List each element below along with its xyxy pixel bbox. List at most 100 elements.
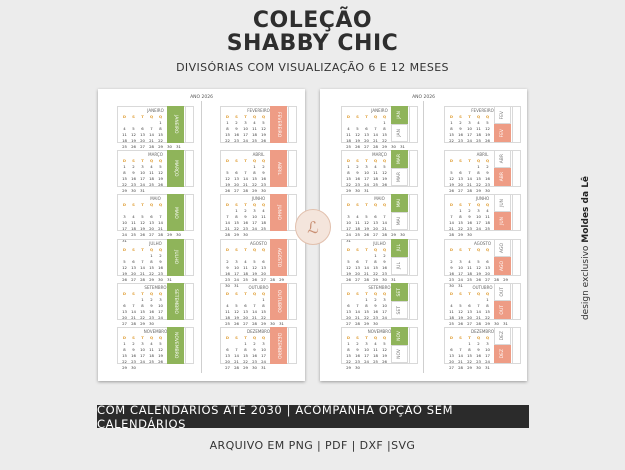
blank-day: [223, 164, 232, 169]
divider-tab[interactable]: MAR: [391, 150, 408, 168]
banner-text: COM CALENDÁRIOS ATÉ 2030 | ACOMPANHA OPÇ…: [97, 402, 454, 431]
divider-tab[interactable]: NOV: [391, 345, 408, 363]
divider-tab[interactable]: NOVEMBRO: [167, 327, 184, 364]
day-number: 20: [140, 138, 145, 143]
day-number: 19: [346, 271, 351, 276]
day-number: 29: [346, 188, 351, 193]
divider-tab[interactable]: AGOSTO: [270, 239, 287, 276]
day-number: 11: [373, 347, 378, 352]
divider-tab[interactable]: ABR: [494, 150, 511, 168]
day-number: 27: [261, 277, 266, 282]
divider-tab[interactable]: AGO: [494, 239, 511, 257]
day-number: 1: [486, 297, 489, 302]
day-number: 8: [235, 214, 238, 219]
blank-day: [362, 253, 371, 258]
weekday-label: D: [346, 335, 351, 340]
day-number: 22: [476, 182, 481, 187]
day-number: 12: [382, 347, 387, 352]
divider-tab[interactable]: ABRIL: [270, 150, 287, 187]
day-number: 3: [235, 259, 238, 264]
day-number: 11: [252, 126, 257, 131]
divider-tab[interactable]: SETEMBRO: [167, 283, 184, 320]
day-number: 10: [261, 347, 266, 352]
divider-tab[interactable]: NOV: [391, 327, 408, 345]
day-number: 12: [458, 309, 463, 314]
divider-tab[interactable]: SET: [391, 301, 408, 319]
divider-tab[interactable]: OUTUBRO: [270, 283, 287, 320]
day-number: 26: [158, 359, 163, 364]
divider-tab[interactable]: FEV: [494, 106, 511, 124]
divider-tab[interactable]: DEZ: [494, 327, 511, 345]
blank-day: [259, 253, 268, 258]
blank-day: [465, 253, 474, 258]
day-number: 25: [131, 232, 136, 237]
day-number: 6: [365, 126, 368, 131]
divider-tab[interactable]: MAI: [391, 212, 408, 230]
day-number: 30: [355, 365, 360, 370]
day-number: 16: [158, 265, 163, 270]
divider-tab[interactable]: JAN: [391, 124, 408, 142]
day-number: 22: [140, 315, 145, 320]
divider-tab[interactable]: MARÇO: [167, 150, 184, 187]
weekday-label: Q: [158, 335, 163, 340]
day-number: 15: [252, 176, 257, 181]
day-number: 25: [122, 144, 127, 149]
day-number: 18: [252, 132, 257, 137]
divider-tab[interactable]: JUL: [391, 257, 408, 275]
day-number: 25: [355, 232, 360, 237]
weekday-label: Q: [261, 114, 266, 119]
weekday-label: S: [235, 158, 238, 163]
month-cell: JANEIRODSTQQSS12345678910111213141516171…: [117, 106, 194, 149]
day-number: 10: [458, 265, 463, 270]
divider-tab[interactable]: JANEIRO: [167, 106, 184, 143]
day-number: 14: [476, 309, 481, 314]
divider-tab[interactable]: MAR: [391, 168, 408, 186]
divider-tab-blank: [409, 327, 418, 364]
weekday-label: Q: [476, 335, 481, 340]
divider-tab[interactable]: JUN: [494, 194, 511, 212]
divider-tab[interactable]: JAN: [391, 106, 408, 124]
day-number: 2: [374, 297, 377, 302]
day-number: 24: [140, 359, 145, 364]
divider-tab[interactable]: FEV: [494, 124, 511, 142]
divider-tab-label: AGO: [500, 242, 505, 254]
divider-tab[interactable]: MAI: [391, 194, 408, 212]
divider-tab[interactable]: DEZ: [494, 345, 511, 363]
divider-tab[interactable]: JUN: [494, 212, 511, 230]
day-number: 4: [486, 208, 489, 213]
day-number: 19: [382, 176, 387, 181]
divider-tab[interactable]: MAIO: [167, 194, 184, 231]
day-number: 23: [131, 182, 136, 187]
day-number: 14: [252, 309, 257, 314]
planner-page-12-months: ANO 2026 JANEIRODSTQQSS12345678910111213…: [320, 89, 527, 381]
divider-tab[interactable]: AGO: [494, 257, 511, 275]
day-number: 12: [234, 309, 239, 314]
day-number: 1: [450, 120, 453, 125]
divider-tab[interactable]: ABR: [494, 168, 511, 186]
weekday-label: Q: [382, 335, 387, 340]
day-number: 7: [150, 126, 153, 131]
divider-tab[interactable]: JUNHO: [270, 194, 287, 231]
day-number: 2: [450, 259, 453, 264]
divider-tab-label: ABR: [500, 172, 505, 182]
divider-tab[interactable]: JULHO: [167, 239, 184, 276]
day-number: 27: [225, 365, 230, 370]
day-number: 24: [252, 226, 257, 231]
divider-tab-blank: [409, 194, 418, 231]
day-number: 24: [140, 182, 145, 187]
divider-tab-label: OUT: [500, 287, 505, 297]
blank-day: [465, 164, 474, 169]
month-name: DEZEMBRO: [247, 329, 270, 334]
day-number: 2: [235, 120, 238, 125]
divider-tab-blank: [409, 150, 418, 187]
divider-tab[interactable]: OUT: [494, 283, 511, 301]
weekday-label: T: [244, 114, 247, 119]
divider-tab[interactable]: FEVEREIRO: [270, 106, 287, 143]
divider-tab[interactable]: SET: [391, 283, 408, 301]
divider-tab[interactable]: OUT: [494, 301, 511, 319]
day-number: 8: [226, 126, 229, 131]
divider-tab[interactable]: DEZEMBRO: [270, 327, 287, 364]
weekday-label: T: [141, 158, 144, 163]
day-number: 11: [225, 309, 230, 314]
divider-tab[interactable]: JUL: [391, 239, 408, 257]
